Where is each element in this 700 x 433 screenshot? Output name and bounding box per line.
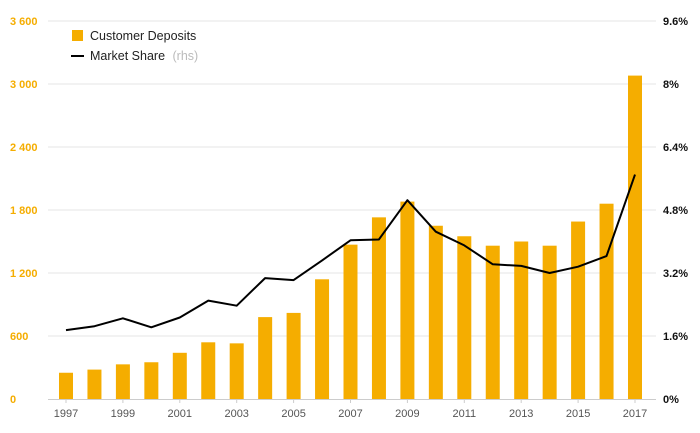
x-tick-label: 2017 (623, 408, 647, 420)
x-tick-label: 2005 (281, 408, 305, 420)
right-tick-label: 9.6% (663, 16, 688, 28)
x-tick-label: 1997 (54, 408, 78, 420)
right-axis: 0% 1.6% 3.2% 4.8% 6.4% 8% 9.6% (663, 16, 688, 406)
x-tick-label: 2007 (338, 408, 362, 420)
bar-2000 (144, 362, 159, 399)
left-tick-label: 3 000 (10, 79, 38, 91)
bar-2007 (343, 244, 358, 399)
left-tick-label: 3 600 (10, 16, 38, 28)
legend-label-market-share: Market Share (rhs) (90, 49, 198, 63)
bar-2009 (400, 201, 415, 399)
bars-customer-deposits (59, 75, 642, 399)
x-axis: 1997 1999 2001 2003 2005 2007 2009 2011 2013 2015… (48, 399, 656, 420)
legend-label-customer-deposits: Customer Deposits (90, 29, 196, 43)
line-market-share (65, 174, 636, 332)
bar-2011 (457, 236, 472, 399)
bar-2014 (542, 245, 557, 399)
bar-2015 (571, 221, 586, 399)
bar-2001 (172, 352, 187, 399)
bar-1998 (87, 369, 102, 399)
bar-2008 (371, 217, 386, 399)
x-tick-label: 2015 (566, 408, 590, 420)
bar-2013 (514, 241, 529, 399)
left-tick-label: 1 800 (10, 205, 38, 217)
right-tick-label: 4.8% (663, 205, 688, 217)
legend-label-market-share-suffix: (rhs) (173, 49, 199, 63)
right-tick-label: 1.6% (663, 331, 688, 343)
x-tick-label: 2001 (168, 408, 192, 420)
bar-2017 (628, 75, 642, 399)
bar-2005 (286, 312, 301, 399)
bar-2004 (258, 317, 273, 399)
legend-swatch-customer-deposits (72, 30, 83, 41)
x-tick-label: 2009 (395, 408, 419, 420)
right-tick-label: 6.4% (663, 142, 688, 154)
bar-2016 (599, 203, 614, 399)
bar-2010 (428, 225, 443, 399)
x-tick-label: 2013 (509, 408, 533, 420)
bar-2006 (315, 279, 330, 399)
bar-2003 (229, 343, 244, 399)
x-tick-label: 2011 (452, 408, 476, 420)
bar-2012 (485, 245, 500, 399)
right-tick-label: 0% (663, 394, 679, 406)
left-axis: 0 600 1 200 1 800 2 400 3 000 3 600 (10, 16, 38, 406)
legend: Customer Deposits Market Share (rhs) (71, 29, 198, 63)
left-tick-label: 600 (10, 331, 28, 343)
left-tick-label: 1 200 (10, 268, 38, 280)
bar-1999 (115, 364, 130, 399)
bar-1997 (59, 372, 73, 399)
left-tick-label: 0 (10, 394, 16, 406)
right-tick-label: 3.2% (663, 268, 688, 280)
bar-2002 (201, 342, 216, 399)
left-tick-label: 2 400 (10, 142, 38, 154)
right-tick-label: 8% (663, 79, 679, 91)
x-tick-label: 1999 (111, 408, 135, 420)
legend-label-market-share-name: Market Share (90, 49, 165, 63)
x-tick-label: 2003 (224, 408, 248, 420)
